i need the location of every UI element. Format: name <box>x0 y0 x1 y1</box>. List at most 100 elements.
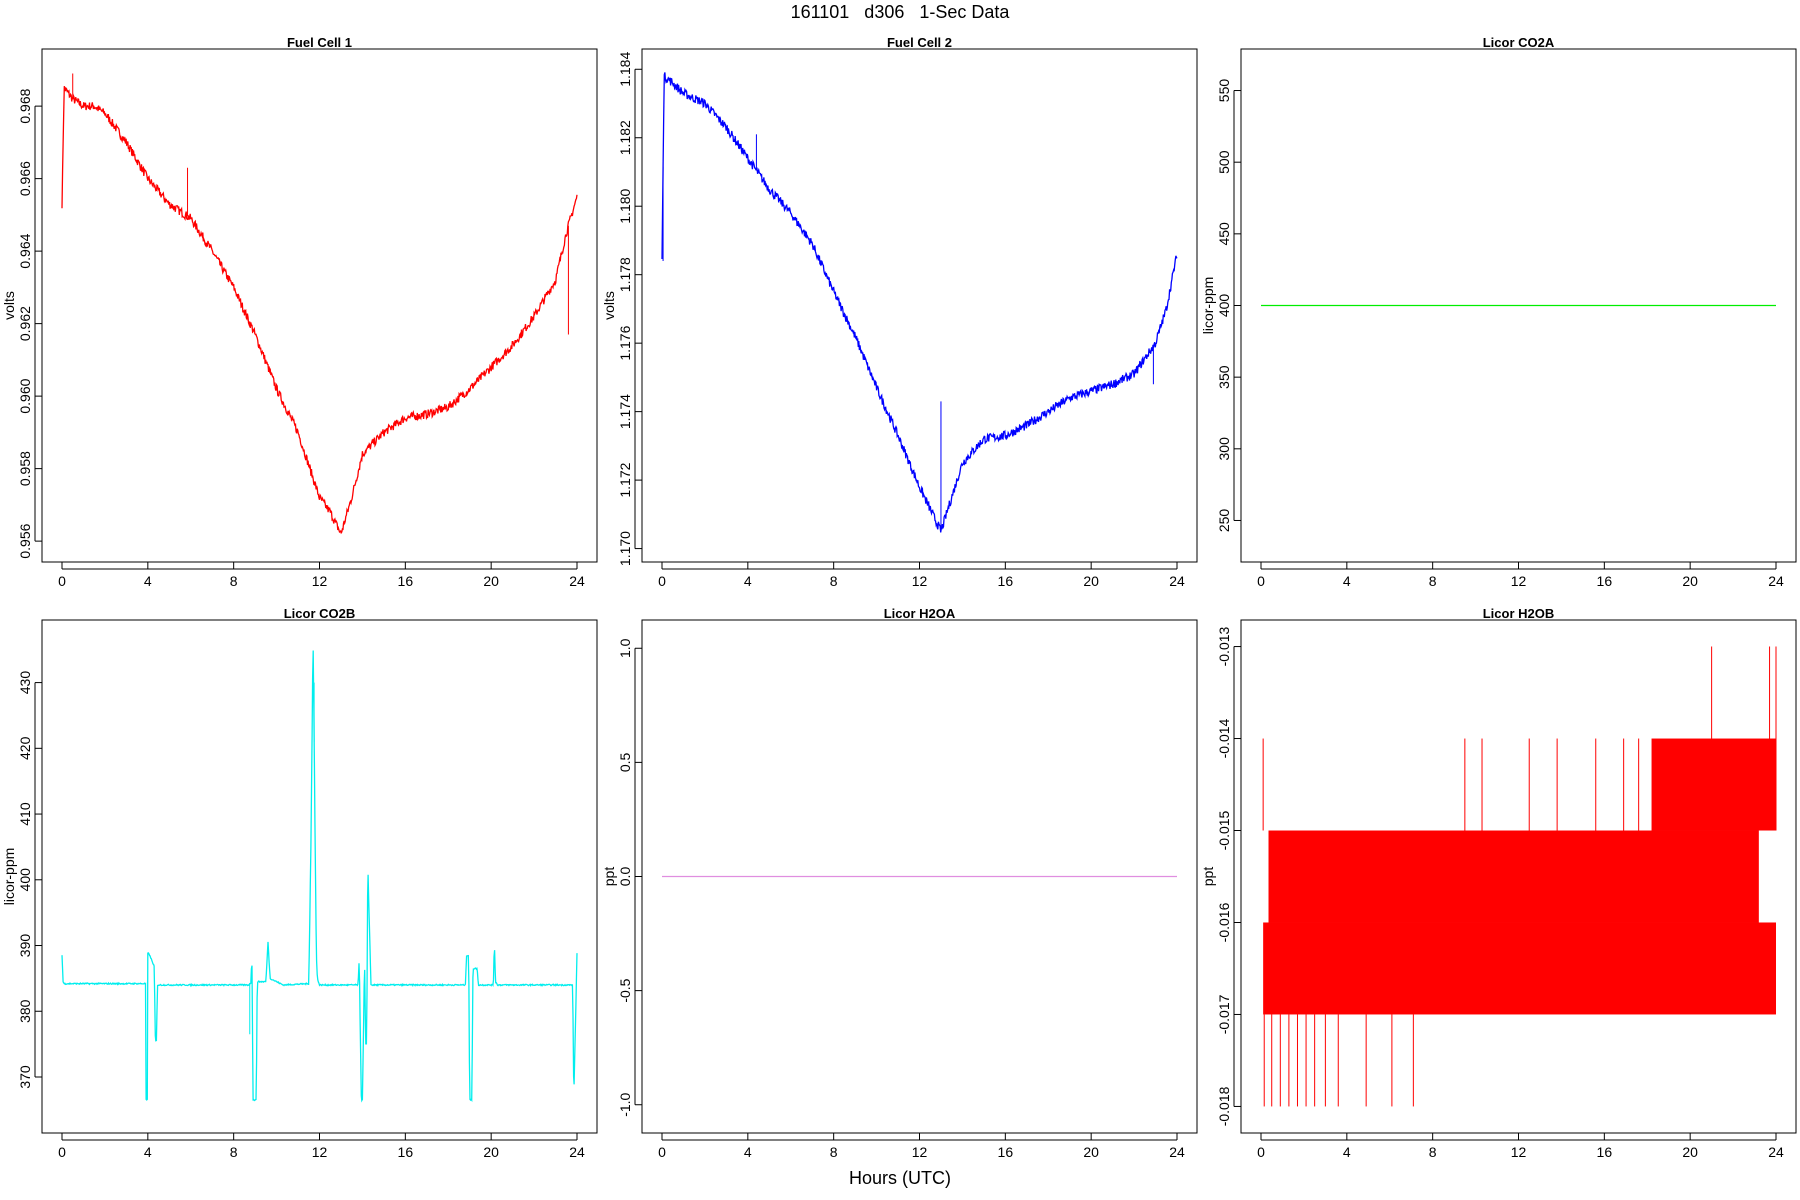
figure-title: 161101 d306 1-Sec Data <box>790 2 1010 22</box>
x-tick-label: 16 <box>398 573 414 589</box>
data-series-line <box>661 72 1178 533</box>
y-tick-label: 1.178 <box>617 257 633 292</box>
chart-panel-1: Fuel Cell 1 volts 0 4 8 12 16 20 24 0.956 0.958 0.9… <box>1 35 598 589</box>
x-tick-label: 0 <box>658 1144 666 1160</box>
x-tick-label: 20 <box>1682 1144 1698 1160</box>
x-tick-label: 0 <box>1257 573 1265 589</box>
x-axis-label: Hours (UTC) <box>849 1168 951 1188</box>
x-tick-label: 8 <box>1429 573 1437 589</box>
chart-panel-2: Fuel Cell 2 volts 0 4 8 12 16 20 24 1.170 1.172 1.1… <box>601 35 1198 589</box>
x-tick-label: 4 <box>744 573 752 589</box>
chart-panel-4: Licor CO2B licor-ppm 0 4 8 12 16 20 24 370 380 390 4… <box>1 606 598 1160</box>
chart-panel-5: Licor H2OA ppt 0 4 8 12 16 20 24 -1.0 -0.5 0.0 0.5 1.… <box>601 606 1198 1160</box>
x-tick-label: 4 <box>144 573 152 589</box>
panel-title: Fuel Cell 1 <box>287 35 352 50</box>
y-tick-label: -0.014 <box>1216 718 1232 758</box>
y-tick-label: 500 <box>1216 150 1232 174</box>
x-tick-label: 24 <box>1768 1144 1784 1160</box>
y-tick-label: 0.956 <box>17 523 33 558</box>
y-tick-label: 0.962 <box>17 306 33 341</box>
y-tick-label: 390 <box>17 934 33 958</box>
y-tick-label: 430 <box>17 671 33 695</box>
y-tick-label: -0.013 <box>1216 626 1232 666</box>
y-tick-label: 1.174 <box>617 394 633 429</box>
x-tick-label: 12 <box>1511 573 1527 589</box>
panel-title: Licor CO2A <box>1483 35 1555 50</box>
y-tick-label: 380 <box>17 999 33 1023</box>
x-tick-label: 16 <box>998 573 1014 589</box>
y-tick-label: 0.5 <box>617 752 633 772</box>
x-tick-label: 0 <box>58 1144 66 1160</box>
y-tick-label: 450 <box>1216 222 1232 246</box>
x-tick-label: 8 <box>830 1144 838 1160</box>
x-tick-label: 8 <box>230 1144 238 1160</box>
y-tick-label: 300 <box>1216 437 1232 461</box>
y-tick-label: -0.017 <box>1216 994 1232 1034</box>
y-tick-label: 0.958 <box>17 451 33 486</box>
y-tick-label: 400 <box>1216 294 1232 318</box>
x-tick-label: 20 <box>1083 1144 1099 1160</box>
y-tick-label: 250 <box>1216 509 1232 533</box>
y-axis-label: licor-ppm <box>1200 277 1216 335</box>
x-tick-label: 8 <box>230 573 238 589</box>
y-tick-label: 1.180 <box>617 188 633 223</box>
y-tick-label: -0.018 <box>1216 1086 1232 1126</box>
x-tick-label: 16 <box>398 1144 414 1160</box>
y-tick-label: 0.964 <box>17 233 33 268</box>
panel-title: Licor H2OA <box>884 606 956 621</box>
x-tick-label: 4 <box>144 1144 152 1160</box>
y-tick-label: 410 <box>17 802 33 826</box>
x-tick-label: 12 <box>1511 1144 1527 1160</box>
x-tick-label: 16 <box>1597 1144 1613 1160</box>
y-tick-label: 0.960 <box>17 378 33 413</box>
panel-title: Fuel Cell 2 <box>887 35 952 50</box>
y-tick-label: 370 <box>17 1065 33 1089</box>
data-band <box>1651 738 1776 831</box>
y-axis-label: volts <box>1 291 17 320</box>
x-tick-label: 16 <box>998 1144 1014 1160</box>
y-tick-label: 420 <box>17 736 33 760</box>
data-series-line <box>61 650 578 1103</box>
y-tick-label: 350 <box>1216 365 1232 389</box>
y-tick-label: -0.015 <box>1216 810 1232 850</box>
y-tick-label: 0.0 <box>617 867 633 887</box>
x-tick-label: 20 <box>1083 573 1099 589</box>
x-tick-label: 4 <box>1343 1144 1351 1160</box>
x-tick-label: 4 <box>744 1144 752 1160</box>
plot-frame <box>41 619 598 1134</box>
y-axis-label: volts <box>601 291 617 320</box>
x-tick-label: 12 <box>912 573 928 589</box>
x-tick-label: 4 <box>1343 573 1351 589</box>
x-tick-label: 0 <box>1257 1144 1265 1160</box>
x-tick-label: 12 <box>312 573 328 589</box>
y-axis-label: ppt <box>601 867 617 887</box>
x-tick-label: 20 <box>1682 573 1698 589</box>
y-tick-label: 550 <box>1216 79 1232 103</box>
x-tick-label: 24 <box>1169 1144 1185 1160</box>
y-tick-label: -0.5 <box>617 978 633 1002</box>
y-tick-label: 1.182 <box>617 120 633 155</box>
data-band <box>1268 830 1759 923</box>
plot-frame <box>41 48 598 563</box>
panel-title: Licor CO2B <box>284 606 356 621</box>
x-tick-label: 0 <box>58 573 66 589</box>
x-tick-label: 0 <box>658 573 666 589</box>
x-tick-label: 8 <box>830 573 838 589</box>
x-tick-label: 20 <box>483 1144 499 1160</box>
y-tick-label: 0.966 <box>17 161 33 196</box>
y-axis-label: licor-ppm <box>1 848 17 906</box>
x-tick-label: 24 <box>569 1144 585 1160</box>
y-tick-label: 1.170 <box>617 531 633 566</box>
y-tick-label: 1.172 <box>617 462 633 497</box>
y-tick-label: 400 <box>17 868 33 892</box>
data-band <box>1263 922 1776 1015</box>
x-tick-label: 20 <box>483 573 499 589</box>
y-tick-label: 1.184 <box>617 52 633 87</box>
x-tick-label: 24 <box>1768 573 1784 589</box>
x-tick-label: 24 <box>569 573 585 589</box>
data-series-line <box>61 86 578 535</box>
x-tick-label: 16 <box>1597 573 1613 589</box>
x-tick-label: 12 <box>312 1144 328 1160</box>
chart-panel-6: Licor H2OB ppt 0 4 8 12 16 20 24 -0.018 -0.017 -0.0… <box>1200 606 1797 1160</box>
